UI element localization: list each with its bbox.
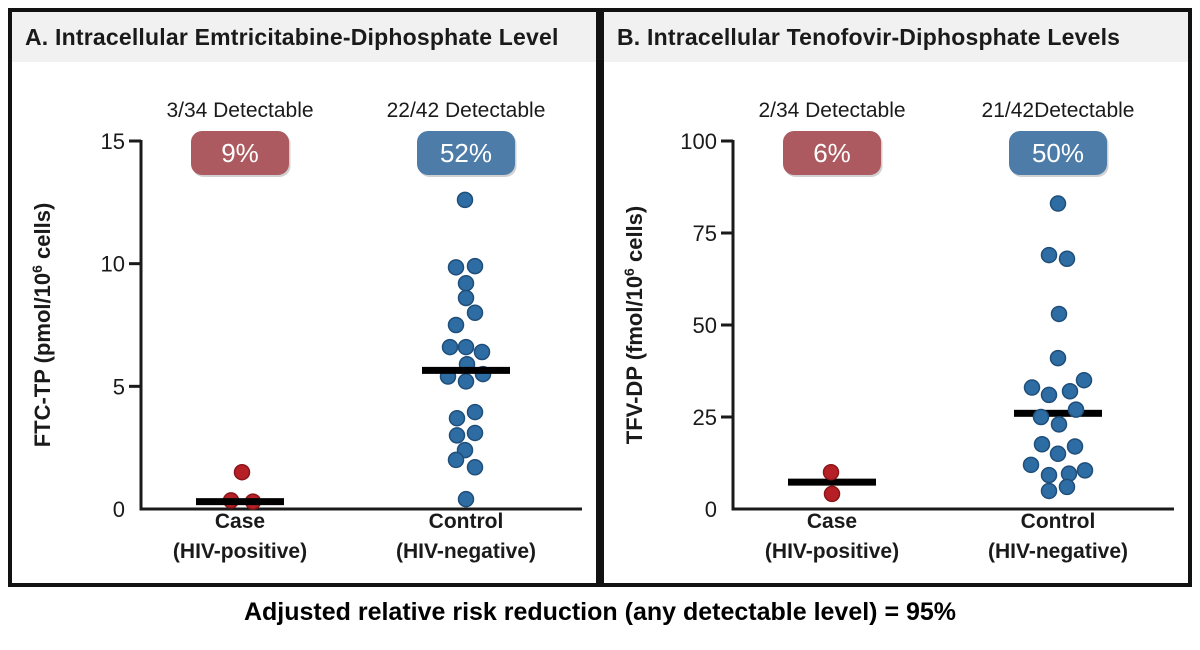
data-point xyxy=(448,427,466,444)
y-tick-label: 100 xyxy=(680,129,717,154)
percentage-badge xyxy=(1009,131,1107,175)
data-point xyxy=(448,409,466,427)
data-point xyxy=(1040,246,1058,264)
data-point xyxy=(447,451,465,469)
percentage-badge xyxy=(191,131,289,175)
data-point xyxy=(473,343,491,361)
data-point xyxy=(1061,382,1079,400)
group-label: Case xyxy=(807,510,857,533)
y-tick-label: 50 xyxy=(693,313,717,338)
data-point xyxy=(1033,435,1051,453)
data-point xyxy=(233,463,251,481)
detectable-label: 21/42Detectable xyxy=(982,99,1135,122)
data-point xyxy=(456,191,474,209)
median-line xyxy=(196,498,284,506)
median-line xyxy=(422,366,510,374)
figure-caption: Adjusted relative risk reduction (any de… xyxy=(243,598,957,626)
detectable-label: 22/42 Detectable xyxy=(387,99,546,122)
data-point xyxy=(1050,305,1068,323)
y-axis-label: TFV-DP (fmol/106 cells) xyxy=(621,206,647,444)
y-tick-label: 25 xyxy=(693,405,717,430)
group-sublabel: (HIV-positive) xyxy=(765,540,899,563)
data-point xyxy=(1032,408,1050,426)
percentage-badge xyxy=(417,131,515,175)
percentage-badge-label: 9% xyxy=(221,138,259,168)
detectable-label: 3/34 Detectable xyxy=(166,99,313,122)
y-tick-label: 75 xyxy=(693,221,717,246)
data-point xyxy=(466,304,484,321)
detectable-label: 2/34 Detectable xyxy=(758,99,905,122)
data-point xyxy=(1050,416,1068,433)
data-point xyxy=(1022,456,1040,474)
data-point xyxy=(466,459,484,476)
group-label: Control xyxy=(1021,510,1096,533)
data-point xyxy=(441,338,459,356)
data-point xyxy=(1067,401,1085,418)
data-point xyxy=(1058,250,1076,268)
panel-a-plot: 0 5 10 15 FTC-TP (pmol/106 cells) 3/34 Detect… xyxy=(29,99,582,563)
data-point xyxy=(1040,466,1058,484)
y-tick-label: 0 xyxy=(113,497,125,522)
percentage-badge-label: 6% xyxy=(813,138,851,168)
median-line xyxy=(1014,409,1102,417)
group-sublabel: (HIV-negative) xyxy=(988,540,1128,563)
data-point xyxy=(457,338,475,356)
panel-b-title: B. Intracellular Tenofovir-Diphosphate L… xyxy=(604,12,1188,62)
y-tick-label: 0 xyxy=(705,497,717,522)
data-point xyxy=(457,373,475,390)
y-axis-label: FTC-TP (pmol/106 cells) xyxy=(29,203,55,448)
data-point xyxy=(457,490,475,508)
y-tick-label: 10 xyxy=(101,252,125,277)
data-point xyxy=(457,289,475,307)
data-point xyxy=(823,485,841,503)
panel-a: A. Intracellular Emtricitabine-Diphospha… xyxy=(8,8,600,587)
y-tick-label: 5 xyxy=(113,374,125,399)
data-point xyxy=(1076,462,1094,479)
data-point xyxy=(1049,445,1067,463)
data-point xyxy=(822,463,840,481)
group-label: Case xyxy=(215,510,265,533)
data-point xyxy=(1049,195,1067,212)
group-label: Control xyxy=(429,510,504,533)
percentage-badge xyxy=(783,131,881,175)
panel-b-plot: 0 25 50 75 100 TFV-DP (fmol/106 cells) 2/34 De… xyxy=(621,99,1174,563)
data-point xyxy=(457,275,475,292)
data-point xyxy=(1058,478,1076,496)
data-point xyxy=(1040,386,1058,404)
percentage-badge-label: 52% xyxy=(440,138,492,168)
data-point xyxy=(466,424,484,442)
panel-b: B. Intracellular Tenofovir-Diphosphate L… xyxy=(600,8,1192,587)
data-point xyxy=(1023,379,1041,396)
group-sublabel: (HIV-positive) xyxy=(173,540,307,563)
data-point xyxy=(466,257,484,275)
data-point xyxy=(1049,349,1067,367)
y-tick-label: 15 xyxy=(101,129,125,154)
data-point xyxy=(1066,438,1084,455)
median-line xyxy=(788,478,876,486)
group-sublabel: (HIV-negative) xyxy=(396,540,536,563)
panel-a-title: A. Intracellular Emtricitabine-Diphospha… xyxy=(12,12,596,62)
data-point xyxy=(1040,482,1058,500)
data-point xyxy=(447,259,465,276)
data-point xyxy=(1075,371,1093,389)
data-point xyxy=(447,316,465,334)
percentage-badge-label: 50% xyxy=(1032,138,1084,168)
data-point xyxy=(466,403,484,421)
